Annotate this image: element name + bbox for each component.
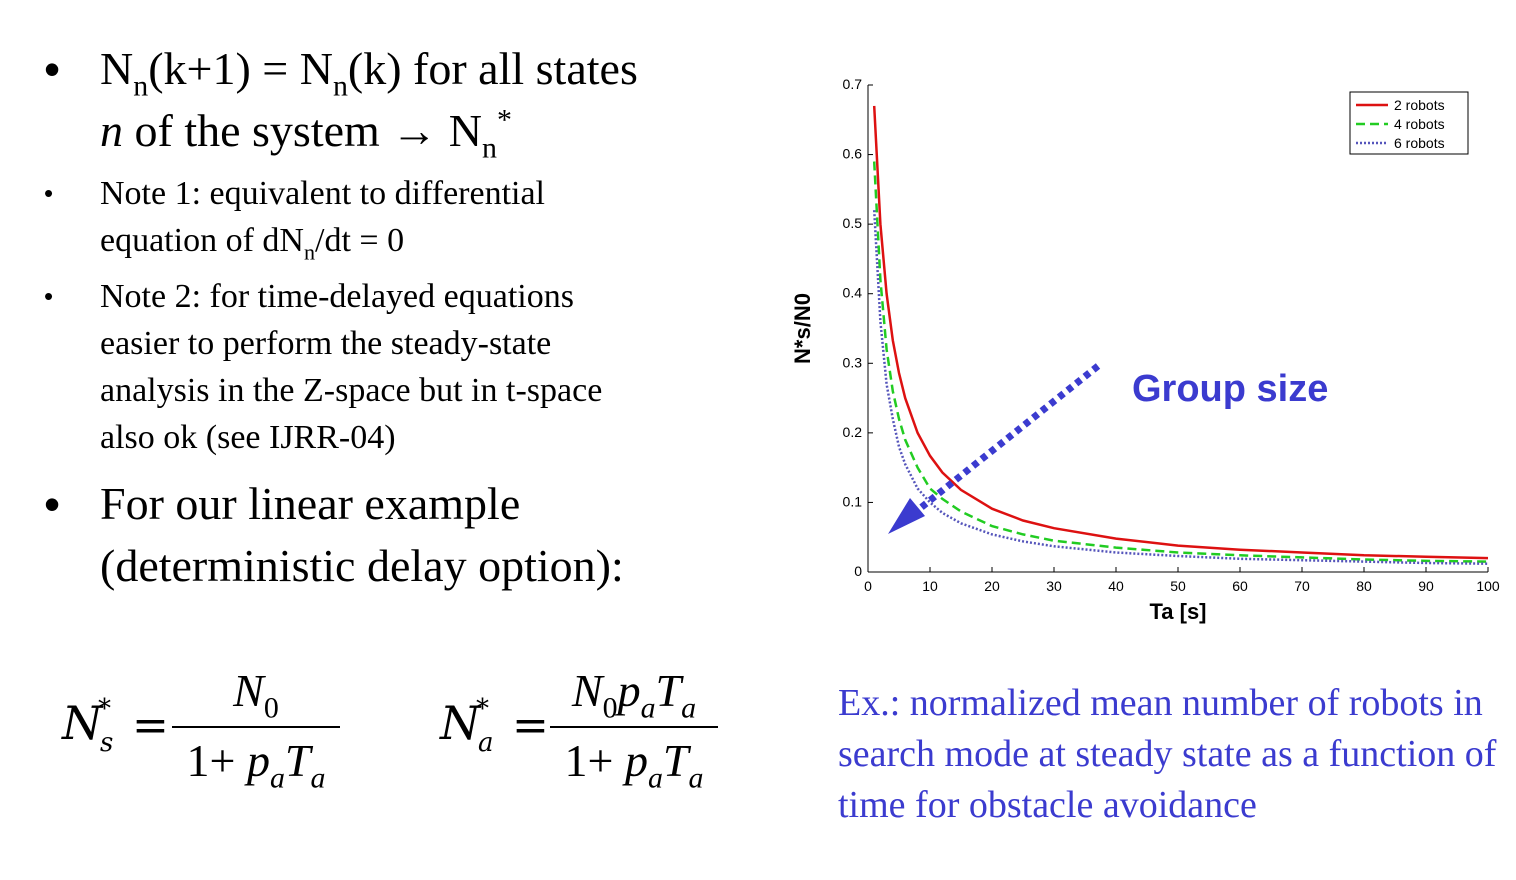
eq1-denominator: 1+ paTa xyxy=(186,735,326,795)
y-tick-label: 0.4 xyxy=(843,285,863,301)
bullet-3-line-2: easier to perform the steady-state xyxy=(100,325,552,362)
x-tick-label: 40 xyxy=(1108,578,1124,594)
x-tick-label: 10 xyxy=(922,578,938,594)
y-tick-label: 0.2 xyxy=(843,424,863,440)
x-tick-label: 90 xyxy=(1418,578,1434,594)
y-tick-label: 0.1 xyxy=(843,493,863,509)
x-tick-label: 80 xyxy=(1356,578,1372,594)
y-tick-label: 0.5 xyxy=(843,215,863,231)
x-tick-label: 100 xyxy=(1476,578,1500,594)
eq2-denominator: 1+ paTa xyxy=(564,735,704,795)
x-tick-label: 70 xyxy=(1294,578,1310,594)
eq1-fraction-bar xyxy=(172,726,340,728)
bullet-marker: • xyxy=(44,43,61,95)
series-line xyxy=(872,161,1489,563)
group-size-arrow-shaft xyxy=(915,363,1101,513)
bullet-4-line-2: (deterministic delay option): xyxy=(100,540,624,591)
bullet-3-line-1: Note 2: for time-delayed equations xyxy=(100,278,574,315)
bullet-4-line-1: For our linear example xyxy=(100,478,521,529)
x-tick-label: 50 xyxy=(1170,578,1186,594)
x-axis-label: Ta [s] xyxy=(1149,599,1206,624)
x-tick-label: 0 xyxy=(864,578,872,594)
eq1-lhs-sub: s xyxy=(100,728,114,758)
eq2-lhs-sub: a xyxy=(478,728,494,758)
legend-label: 6 robots xyxy=(1394,135,1445,151)
legend-label: 4 robots xyxy=(1394,116,1445,132)
bullet-marker: • xyxy=(44,478,61,530)
eq1-lhs: N xyxy=(62,696,103,750)
eq1-equals: = xyxy=(132,700,169,751)
x-tick-label: 30 xyxy=(1046,578,1062,594)
group-size-label: Group size xyxy=(1132,368,1328,410)
x-tick-label: 20 xyxy=(984,578,1000,594)
chart-caption: Ex.: normalized mean number of robots in… xyxy=(838,682,1497,826)
series-line xyxy=(872,105,1489,560)
bullet-3-line-4: also ok (see IJRR-04) xyxy=(100,419,396,456)
group-size-arrow-head xyxy=(888,498,925,534)
y-tick-label: 0.3 xyxy=(843,354,863,370)
eq1-numerator: N0 xyxy=(233,665,279,725)
bullet-marker: • xyxy=(44,281,54,311)
eq2-lhs: N xyxy=(440,696,481,750)
bullet-1-line-1: Nn(k+1) = Nn(k) for all states xyxy=(100,43,638,103)
legend-label: 2 robots xyxy=(1394,97,1445,113)
bullet-1-line-2: n of the system → Nn* xyxy=(100,103,512,165)
y-tick-label: 0 xyxy=(854,563,862,579)
y-tick-label: 0.7 xyxy=(843,76,863,92)
eq2-fraction-bar xyxy=(550,726,718,728)
eq2-equals: = xyxy=(512,700,549,751)
x-tick-label: 60 xyxy=(1232,578,1248,594)
bullet-2-line-1: Note 1: equivalent to differential xyxy=(100,175,546,212)
bullet-2-line-2: equation of dNn/dt = 0 xyxy=(100,222,405,265)
eq1-lhs-sup: * xyxy=(98,694,111,724)
y-axis-label: N*s/N0 xyxy=(790,293,815,364)
eq2-lhs-sup: * xyxy=(476,694,489,724)
bullet-3-line-3: analysis in the Z-space but in t-space xyxy=(100,372,603,409)
y-tick-label: 0.6 xyxy=(843,146,863,162)
eq2-numerator: N0paTa xyxy=(571,665,697,725)
bullet-marker: • xyxy=(44,178,54,208)
series-line xyxy=(872,210,1489,565)
